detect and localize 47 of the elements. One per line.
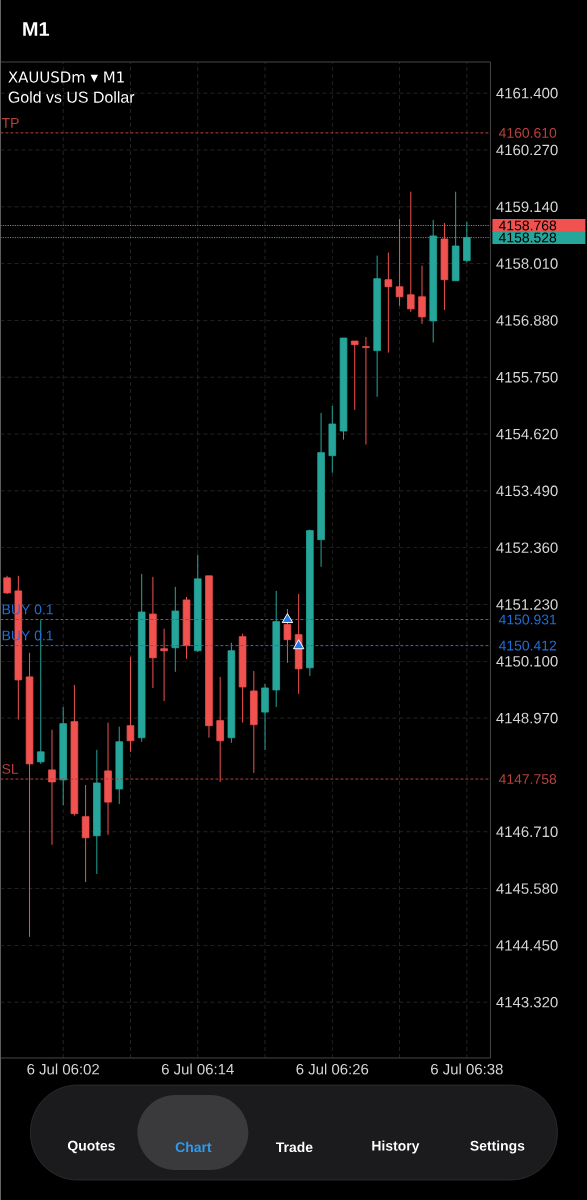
text: 4147.758: [498, 774, 556, 784]
x-tick-label: 6 Jul 06:26: [296, 1063, 368, 1075]
ref-line-label: SL: [2, 763, 19, 774]
candlestick: [160, 628, 168, 702]
y-tick-label: 4145.580: [496, 883, 558, 894]
y-tick-label: 4156.880: [496, 315, 558, 326]
candlestick: [216, 676, 224, 783]
text: History: [372, 1140, 420, 1154]
text: 4160.610: [498, 127, 557, 138]
y-tick-label: 4153.490: [496, 485, 558, 497]
y-tick-label: 4143.320: [496, 996, 558, 1008]
text: Chart: [175, 1141, 212, 1153]
x-tick-label: 6 Jul 06:02: [27, 1063, 99, 1075]
candlestick: [81, 784, 90, 883]
text: M1: [23, 22, 49, 36]
candlestick: [48, 729, 56, 846]
text: Gold vs US Dollar: [8, 91, 135, 103]
text: 4158.528: [498, 232, 556, 243]
candlestick: [350, 340, 359, 411]
y-tick-label: 4148.970: [496, 712, 558, 724]
y-tick-label: 4158.010: [496, 258, 558, 269]
text: 4158.768: [498, 220, 556, 231]
candlestick: [3, 575, 11, 595]
candlestick: [126, 656, 135, 753]
candlestick: [283, 608, 292, 664]
y-tick-label: 4151.230: [496, 599, 558, 610]
y-tick-label: 4150.100: [496, 656, 558, 667]
candlestick: [384, 252, 392, 354]
text: Settings: [470, 1140, 525, 1154]
y-tick-label: 4155.750: [496, 371, 558, 383]
text: Trade: [275, 1141, 313, 1153]
candlestick: [361, 336, 370, 446]
text: 4150.412: [498, 640, 556, 651]
x-tick-label: 6 Jul 06:38: [430, 1063, 503, 1075]
y-tick-label: 4161.400: [496, 87, 558, 99]
y-tick-label: 4160.270: [496, 144, 558, 156]
ref-line-label: TP: [1, 118, 19, 128]
text: Quotes: [67, 1140, 115, 1154]
y-tick-label: 4144.450: [496, 940, 558, 951]
y-tick-label: 4154.620: [496, 428, 558, 440]
text: XAUUSDm ▾ M1: [8, 71, 124, 83]
candlestick: [418, 265, 426, 325]
text: 4150.931: [498, 614, 556, 625]
y-tick-label: 4146.710: [496, 826, 558, 838]
x-tick-label: 6 Jul 06:14: [161, 1063, 234, 1075]
y-tick-label: 4159.140: [496, 201, 558, 213]
y-tick-label: 4152.360: [496, 542, 558, 553]
